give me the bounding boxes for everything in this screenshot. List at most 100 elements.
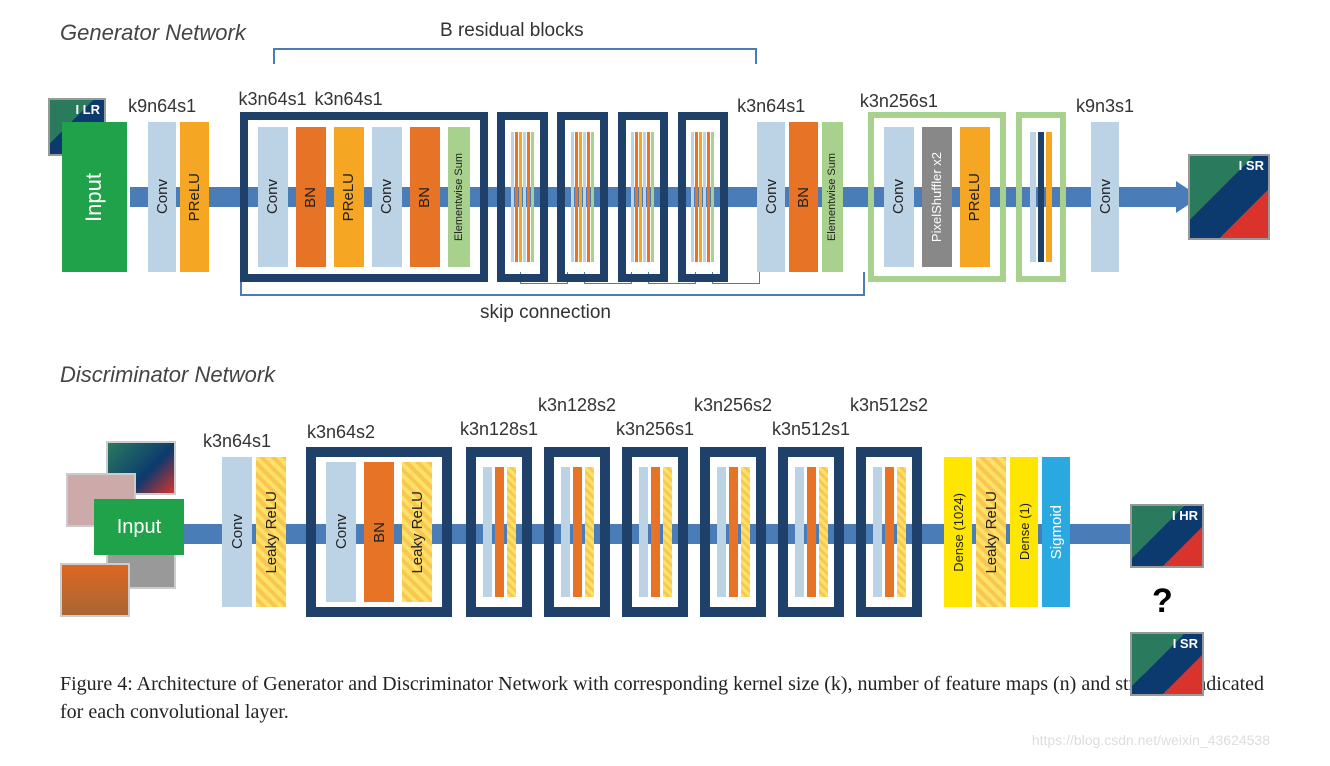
discriminator-section: Discriminator Network Input k3n64s1 Conv… (60, 362, 1270, 632)
generator-section: Generator Network B residual blocks I LR… (60, 20, 1270, 302)
mini-disc-block: k3n128s2 (544, 447, 610, 617)
leaky-label: Leaky ReLU (409, 491, 426, 574)
mini-bar (691, 132, 694, 262)
lr-tag: I LR (75, 102, 100, 117)
mini-residual-block (618, 112, 668, 282)
disc-input-block: Input (94, 499, 184, 555)
res-conv-a-spec: k3n64s1 (239, 89, 307, 110)
up-conv-spec: k3n256s1 (860, 91, 938, 112)
question-mark: ? (1152, 582, 1173, 621)
mini-bar (707, 132, 710, 262)
mini-bar (1046, 132, 1052, 262)
mini-bar (527, 132, 530, 262)
conv-label: Conv (264, 179, 281, 214)
res-bn-b: BN (410, 127, 440, 267)
mini-bar (585, 467, 594, 597)
mini-bar (531, 132, 534, 262)
mini-disc-block: k3n256s2 (700, 447, 766, 617)
disc-bn-2: BN (364, 462, 394, 602)
disc-conv-2-spec: k3n64s2 (307, 422, 375, 443)
disc-input-label: Input (117, 516, 161, 539)
disc-sigmoid: Sigmoid (1042, 457, 1070, 607)
mini-bar (591, 132, 594, 262)
res-conv-a: k3n64s1 Conv (258, 127, 288, 267)
gen-post-conv-spec: k3n64s1 (737, 96, 805, 117)
disc-group-expanded: k3n64s2 Conv BN Leaky ReLU (306, 447, 452, 617)
mini-bar (819, 467, 828, 597)
mini-bar (807, 467, 816, 597)
mini-bar (1030, 132, 1036, 262)
res-bn-a: BN (296, 127, 326, 267)
bn-label: BN (302, 187, 319, 208)
residual-block-expanded: k3n64s1 Conv BN k3n64s1 PReLU Conv BN El… (240, 112, 488, 282)
sr-image-sample-disc: I SR (1130, 632, 1204, 696)
mini-bar (703, 132, 706, 262)
mini-bar (1038, 132, 1044, 262)
mini-bar (695, 132, 698, 262)
prelu-label: PReLU (186, 173, 203, 221)
mini-bar (561, 467, 570, 597)
mini-bar (583, 132, 586, 262)
dense1-label: Dense (1) (1017, 503, 1032, 560)
discriminator-row: Input k3n64s1 Conv Leaky ReLU k3n64s2 Co… (60, 432, 1270, 632)
mini-bar (663, 467, 672, 597)
mini-bar (717, 467, 726, 597)
sigmoid-label: Sigmoid (1048, 505, 1065, 559)
discriminator-title: Discriminator Network (60, 362, 1270, 388)
mini-bar (631, 132, 634, 262)
mini-bar (873, 467, 882, 597)
mini-disc-block: k3n512s1 (778, 447, 844, 617)
mini-bar (643, 132, 646, 262)
sr-image-sample: I SR (1188, 154, 1270, 240)
mini-bar (639, 467, 648, 597)
mini-disc-block: k3n128s1 (466, 447, 532, 617)
generator-row: B residual blocks I LR Input k9n64s1 Con… (60, 92, 1270, 302)
mini-residual-block (557, 112, 607, 282)
residual-blocks-label: B residual blocks (440, 20, 584, 42)
mini-bar (519, 132, 522, 262)
mini-bar (511, 132, 514, 262)
mini-bar (729, 467, 738, 597)
res-prelu: k3n64s1 PReLU (334, 127, 364, 267)
mini-bar (579, 132, 582, 262)
conv-label: Conv (890, 179, 907, 214)
figure-caption: Figure 4: Architecture of Generator and … (60, 670, 1270, 726)
mini-bar (651, 132, 654, 262)
mini-bar (741, 467, 750, 597)
disc-input-stack: Input (60, 447, 210, 617)
sr-tag: I SR (1239, 158, 1264, 173)
mini-disc-block: k3n512s2 (856, 447, 922, 617)
pixshuffle-label: PixelShuffler x2 (929, 152, 944, 242)
mini-bar (711, 132, 714, 262)
gen-post-bn: BN (789, 122, 818, 272)
conv-label: Conv (333, 514, 350, 549)
gen-post-conv: k3n64s1 Conv (757, 122, 786, 272)
up-pixshuffle: PixelShuffler x2 (922, 127, 952, 267)
mini-residual-block (497, 112, 547, 282)
watermark: https://blog.csdn.net/weixin_43624538 (1032, 732, 1270, 748)
generator-input-block: Input (62, 122, 127, 272)
esum-label: Elementwise Sum (453, 153, 465, 241)
mini-bar (515, 132, 518, 262)
disc-leaky-2: Leaky ReLU (402, 462, 432, 602)
mini-bar (635, 132, 638, 262)
conv-label: Conv (378, 179, 395, 214)
bn-label: BN (371, 522, 388, 543)
mini-upsample-block (1016, 112, 1066, 282)
conv-label: Conv (1097, 179, 1114, 214)
disc-spec-8: k3n512s2 (850, 395, 928, 416)
mini-bar (651, 467, 660, 597)
esum-label: Elementwise Sum (826, 153, 838, 241)
gen-prelu-first: PReLU (180, 122, 209, 272)
skip-connection-label: skip connection (480, 302, 611, 324)
generator-title: Generator Network (60, 20, 1270, 46)
gen-conv-first-spec: k9n64s1 (128, 96, 196, 117)
prelu-label: PReLU (966, 173, 983, 221)
mini-bar (495, 467, 504, 597)
mini-bar (587, 132, 590, 262)
up-prelu: PReLU (960, 127, 990, 267)
dense1024-label: Dense (1024) (951, 493, 966, 572)
disc-spec-4: k3n128s2 (538, 395, 616, 416)
conv-label: Conv (154, 179, 171, 214)
mini-disc-block: k3n256s1 (622, 447, 688, 617)
